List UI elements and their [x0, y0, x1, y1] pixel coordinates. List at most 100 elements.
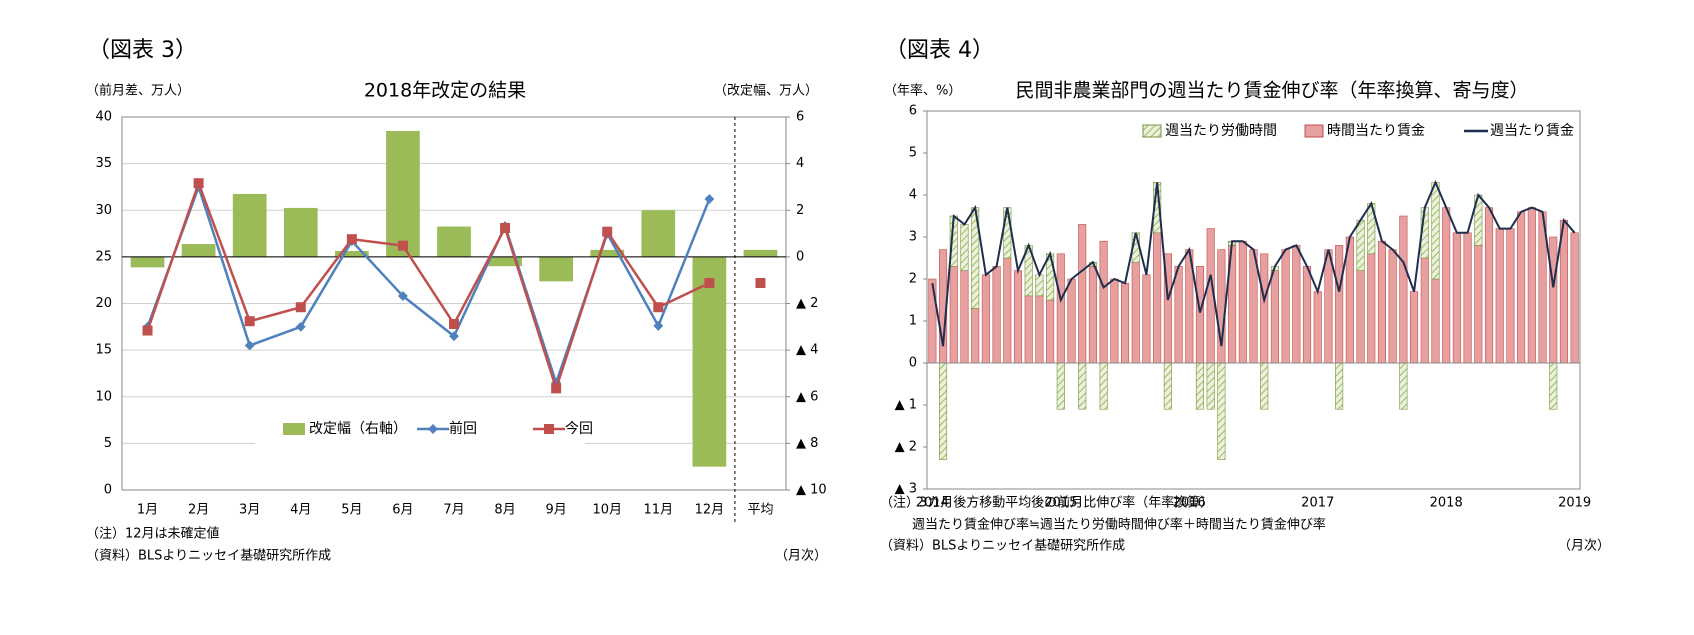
bar	[437, 226, 471, 257]
legend-label: 改定幅（右軸）	[309, 421, 407, 437]
y-tick-label: 5	[909, 146, 917, 161]
bar-segment	[960, 270, 969, 364]
bar-segment	[1099, 362, 1108, 410]
bar	[692, 256, 727, 467]
bar-segment	[1356, 270, 1365, 364]
legend-swatch	[283, 423, 305, 435]
x-tick-label: 2017	[1301, 496, 1334, 511]
bar-segment	[1420, 257, 1429, 364]
bar-segment	[939, 362, 948, 460]
marker	[602, 226, 613, 237]
note: （注）3カ月後方移動平均後の前月比伸び率（年率換算）	[880, 495, 1213, 511]
line	[146, 183, 711, 387]
figure-label: （図表 4）	[885, 38, 994, 63]
legend-label: 今回	[565, 421, 593, 437]
y-tick-label: ▲ 3	[895, 482, 917, 497]
marker	[397, 291, 408, 301]
marker	[704, 277, 715, 288]
y2-tick-label: ▲ 4	[796, 343, 818, 358]
x-tick-label: 7月	[443, 503, 464, 518]
bar-segment	[1078, 362, 1087, 410]
x-tick-label: 3月	[239, 503, 260, 518]
x-tick-label: 6月	[392, 503, 413, 518]
bar-segment	[1035, 274, 1044, 297]
x-tick-label: 2016	[1173, 496, 1206, 511]
bar-segment	[1506, 228, 1515, 364]
bar-segment	[1163, 362, 1172, 410]
bar-segment	[1527, 207, 1536, 364]
y2-tick-label: 0	[796, 249, 804, 264]
bar-segment	[1056, 362, 1065, 410]
y-tick-label: 6	[909, 104, 917, 119]
bar-segment	[1088, 266, 1097, 364]
y-tick-label: ▲ 2	[895, 440, 917, 455]
note: 週当たり賃金伸び率≒週当たり労働時間伸び率＋時間当たり賃金伸び率	[912, 517, 1326, 533]
bar-segment	[1142, 274, 1151, 364]
x-tick-label: 5月	[341, 503, 362, 518]
bar-segment	[1046, 299, 1055, 364]
bar-segment	[1356, 219, 1365, 271]
marker	[449, 319, 459, 330]
marker	[428, 424, 438, 434]
bar-segment	[1463, 232, 1472, 364]
y-tick-label: ▲ 1	[895, 398, 917, 413]
bar	[232, 193, 267, 257]
marker	[244, 340, 255, 351]
marker	[755, 277, 766, 288]
bar-segment	[1035, 295, 1044, 364]
x-tick-label: 2014	[916, 496, 949, 511]
y-tick-label: 35	[95, 156, 112, 171]
bar-segment	[1495, 228, 1504, 364]
y2-tick-label: 6	[796, 110, 804, 125]
bar	[130, 256, 165, 268]
legend-swatch	[1304, 124, 1324, 138]
x-tick-label: 2月	[188, 503, 209, 518]
y-tick-label: 4	[909, 188, 917, 203]
x-tick-label: 2015	[1044, 496, 1077, 511]
bar	[386, 130, 420, 257]
y2-tick-label: 4	[796, 156, 804, 171]
figure-label: （図表 3）	[88, 38, 197, 63]
bar-segment	[1120, 282, 1130, 364]
bar-segment	[1399, 215, 1408, 364]
y-axis-label: （年率、%）	[884, 83, 961, 99]
marker	[704, 194, 715, 205]
marker	[346, 234, 357, 245]
bar-segment	[1517, 211, 1526, 364]
y2-axis-label: （改定幅、万人）	[714, 84, 818, 99]
bar-segment	[1195, 362, 1205, 410]
y-tick-label: 0	[909, 356, 917, 371]
x-tick-label: 11月	[644, 503, 674, 518]
y2-tick-label: ▲ 6	[796, 389, 818, 404]
bar-segment	[928, 278, 937, 364]
note: （資料）BLSよりニッセイ基礎研究所作成	[86, 549, 331, 564]
bar-segment	[1324, 249, 1333, 364]
bar-segment	[1153, 232, 1162, 364]
x-tick-label: 2018	[1430, 496, 1463, 511]
bar-segment	[949, 266, 958, 364]
bar-segment	[1078, 224, 1087, 364]
bar-segment	[1431, 278, 1440, 364]
bar-segment	[1335, 362, 1344, 410]
marker	[653, 320, 664, 331]
marker	[551, 383, 562, 394]
bar-segment	[1442, 207, 1451, 364]
bar-segment	[1110, 278, 1119, 364]
y2-tick-label: ▲ 8	[796, 436, 818, 451]
y-tick-label: 0	[104, 483, 112, 498]
note: （注）12月は未確定値	[86, 526, 220, 542]
y-tick-label: 40	[95, 110, 112, 125]
bar-segment	[1056, 253, 1065, 364]
marker	[544, 424, 554, 434]
bar-segment	[1003, 207, 1012, 259]
bar-segment	[1410, 291, 1419, 364]
bar	[488, 256, 522, 267]
marker	[193, 178, 204, 189]
y-axis-label: （前月差、万人）	[86, 83, 190, 99]
plot-frame	[926, 110, 1581, 490]
legend-label: 時間当たり賃金	[1327, 123, 1425, 139]
marker	[397, 240, 408, 251]
bar-segment	[1367, 253, 1376, 364]
